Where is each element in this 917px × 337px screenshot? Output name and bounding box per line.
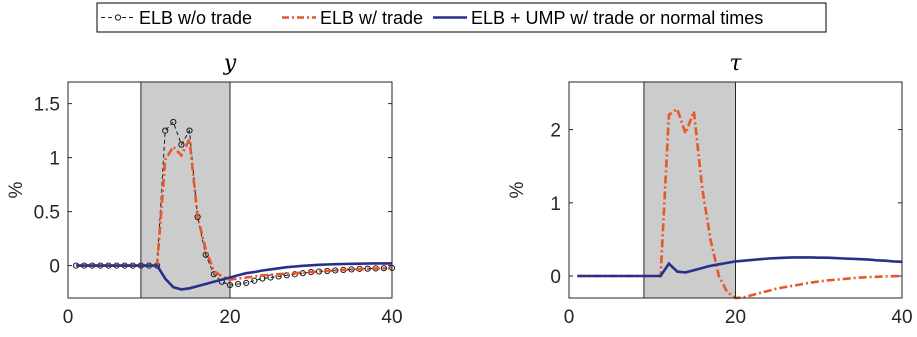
legend-marker-elb-wo-trade bbox=[114, 14, 122, 21]
y-tick-label: 0 bbox=[49, 257, 60, 278]
y-tick-label: 1.5 bbox=[34, 95, 60, 116]
legend-label-elb-w-trade: ELB w/ trade bbox=[320, 8, 423, 28]
data-point bbox=[186, 127, 193, 134]
y-tick-label: 2 bbox=[550, 121, 561, 142]
data-point bbox=[243, 279, 250, 286]
data-point bbox=[226, 281, 234, 289]
series-line-elb-ump-w-trade-or-normal-times bbox=[76, 262, 392, 291]
legend-label-elb-ump: ELB + UMP w/ trade or normal times bbox=[471, 8, 763, 28]
series-line-elb-w-trade bbox=[577, 107, 903, 300]
elb-shaded-region bbox=[140, 81, 231, 299]
data-point bbox=[316, 268, 323, 275]
legend-label-elb-wo-trade: ELB w/o trade bbox=[139, 8, 252, 28]
data-point bbox=[348, 266, 355, 273]
data-point bbox=[332, 267, 339, 274]
x-tick-label: 0 bbox=[564, 307, 575, 328]
data-point bbox=[178, 141, 185, 148]
series-line-elb-w-trade bbox=[76, 134, 393, 281]
y-tick-label: 1 bbox=[49, 149, 60, 170]
panel-title: y bbox=[223, 51, 237, 76]
x-tick-label: 0 bbox=[63, 307, 74, 328]
data-point bbox=[299, 270, 306, 277]
y-tick-label: 0 bbox=[550, 267, 561, 288]
data-point bbox=[235, 280, 242, 288]
x-tick-label: 20 bbox=[219, 307, 240, 328]
panel-title: τ bbox=[729, 51, 742, 76]
data-point bbox=[170, 118, 177, 126]
y-axis-label: % bbox=[6, 181, 27, 198]
x-tick-label: 40 bbox=[381, 307, 402, 328]
data-point bbox=[267, 274, 274, 281]
x-tick-label: 20 bbox=[725, 307, 746, 328]
series-line-elb-w-o-trade bbox=[76, 121, 393, 286]
legend: ELB w/o trade ELB w/ trade ELB + UMP w/ … bbox=[96, 2, 827, 33]
data-point bbox=[364, 265, 371, 272]
y-tick-label: 0.5 bbox=[34, 203, 60, 224]
elb-shaded-region bbox=[643, 81, 736, 299]
data-point bbox=[202, 251, 209, 258]
panel-tau: 0 20 40 0 1 2 τ % bbox=[507, 51, 913, 328]
data-point bbox=[251, 277, 258, 284]
data-point bbox=[380, 265, 387, 272]
series-line-elb-ump-w-trade-or-normal-times bbox=[577, 256, 903, 278]
x-tick-label: 40 bbox=[891, 307, 912, 328]
data-point bbox=[283, 272, 290, 279]
y-axis-label: % bbox=[507, 181, 528, 198]
y-tick-label: 1 bbox=[550, 194, 561, 215]
data-point bbox=[162, 127, 169, 134]
panel-y: 0 20 40 0 0.5 1 1.5 y % bbox=[6, 51, 403, 328]
